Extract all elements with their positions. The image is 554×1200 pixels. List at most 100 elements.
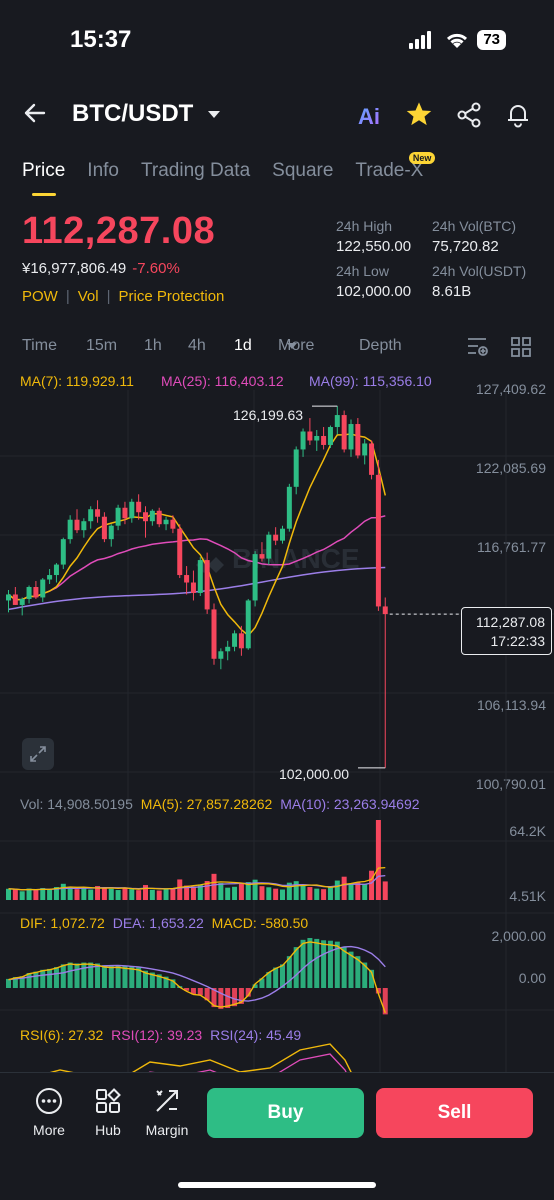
low-annotation: 102,000.00	[279, 766, 350, 782]
more-button[interactable]: More	[19, 1086, 79, 1138]
interval-more[interactable]: More	[278, 337, 314, 355]
volume-bar	[149, 889, 155, 900]
macd-bar	[197, 988, 203, 996]
volume-bar	[170, 888, 176, 900]
home-indicator	[178, 1182, 376, 1188]
volume-bar	[40, 888, 46, 900]
caret-down-icon	[287, 343, 297, 349]
rsi-legend: RSI(6): 27.32 RSI(12): 39.23 RSI(24): 45…	[20, 1027, 301, 1043]
indicator-settings-icon[interactable]	[466, 336, 490, 363]
candle	[307, 431, 313, 441]
grid-layout-icon[interactable]	[510, 336, 532, 363]
candle	[177, 528, 183, 576]
interval-1d[interactable]: 1d	[234, 337, 252, 354]
macd-bar	[190, 988, 196, 995]
sell-button[interactable]: Sell	[376, 1088, 533, 1138]
tag-vol[interactable]: Vol	[77, 288, 99, 305]
volume-bar	[60, 883, 66, 900]
macd-axis-label: 0.00	[518, 970, 546, 986]
buy-button[interactable]: Buy	[207, 1088, 364, 1138]
tab-square[interactable]: Square	[272, 160, 334, 181]
tag-price-protection[interactable]: Price Protection	[118, 288, 225, 305]
macd-bar	[47, 968, 53, 988]
interval-time[interactable]: Time	[22, 337, 57, 354]
current-price-value: 112,287.08	[475, 614, 545, 630]
macd-bar	[88, 962, 94, 988]
price-change: -7.60%	[132, 260, 180, 277]
tab-info[interactable]: Info	[87, 160, 119, 181]
volume-bar	[245, 882, 251, 900]
macd-bar	[149, 972, 155, 988]
pair-dropdown-icon[interactable]	[206, 108, 222, 126]
macd-bar	[184, 988, 190, 991]
candle	[362, 443, 368, 456]
macd-bar	[369, 969, 375, 988]
price-axis-label: 122,085.69	[475, 460, 546, 476]
macd-bar	[382, 988, 388, 1015]
interval-more-label: More	[278, 337, 315, 354]
interval-4h[interactable]: 4h	[188, 337, 206, 354]
volume-bar	[225, 887, 231, 900]
volume-bar	[67, 887, 73, 900]
volume-bar	[293, 881, 299, 900]
macd-bar	[286, 956, 292, 988]
macd-bar	[245, 988, 251, 997]
macd-bar	[53, 967, 59, 988]
volume-bar	[238, 883, 244, 900]
volume-bar	[341, 876, 347, 900]
favorite-star-icon[interactable]	[405, 100, 433, 133]
fullscreen-button[interactable]	[22, 738, 54, 770]
kline-chart[interactable]: BINANCE	[0, 390, 554, 1072]
last-price: 112,287.08	[22, 210, 216, 252]
interval-depth[interactable]: Depth	[359, 337, 402, 354]
tab-trade-x[interactable]: Trade-X New	[355, 152, 436, 182]
tab-trading-data[interactable]: Trading Data	[141, 160, 251, 181]
macd-bar	[122, 966, 128, 988]
ma25-label: MA(25): 116,403.12	[161, 373, 284, 389]
stat-24h-high: 24h High 122,550.00	[336, 218, 412, 255]
volume-bar	[74, 889, 80, 900]
candle	[47, 575, 53, 580]
stat-24h-vol-usdt: 24h Vol(USDT) 8.61B	[432, 263, 527, 300]
interval-15m[interactable]: 15m	[86, 337, 118, 354]
volume-bar	[81, 888, 87, 900]
macd-bar	[101, 965, 107, 988]
candle	[19, 598, 25, 605]
macd-bar	[232, 988, 238, 1007]
candle	[122, 507, 128, 519]
candle	[95, 509, 101, 517]
ma99-line	[8, 566, 386, 611]
volume-bar	[136, 890, 142, 900]
pair-title[interactable]: BTC/USDT	[72, 100, 194, 127]
margin-icon	[156, 1090, 178, 1112]
candle	[252, 554, 258, 601]
margin-button[interactable]: Margin	[137, 1086, 197, 1138]
expand-icon	[30, 746, 46, 762]
volume-bar	[273, 888, 279, 900]
bell-icon[interactable]	[504, 100, 532, 133]
volume-bar	[101, 887, 107, 900]
volume-bar	[143, 885, 148, 900]
candle	[26, 586, 32, 599]
volume-bar	[184, 885, 190, 900]
candle	[101, 516, 107, 540]
interval-1h[interactable]: 1h	[144, 337, 162, 354]
tag-pow[interactable]: POW	[22, 288, 58, 305]
macd-bar	[225, 988, 231, 1008]
candle	[314, 435, 320, 441]
back-button[interactable]	[22, 100, 48, 131]
macd-bar	[60, 964, 66, 988]
share-icon[interactable]	[456, 101, 484, 134]
candle	[40, 579, 46, 598]
macd-bar	[314, 938, 320, 988]
volume-bar	[47, 889, 53, 900]
interval-bar: Time 15m 1h 4h 1d More Depth	[22, 337, 542, 359]
volume-bar	[26, 888, 32, 900]
hub-label: Hub	[95, 1122, 121, 1138]
candle	[81, 521, 87, 531]
macd-bar	[218, 988, 224, 1009]
ai-icon[interactable]: Ai	[356, 102, 386, 133]
volume-bar	[33, 889, 39, 900]
tab-price[interactable]: Price	[22, 160, 66, 196]
hub-button[interactable]: Hub	[78, 1086, 138, 1138]
